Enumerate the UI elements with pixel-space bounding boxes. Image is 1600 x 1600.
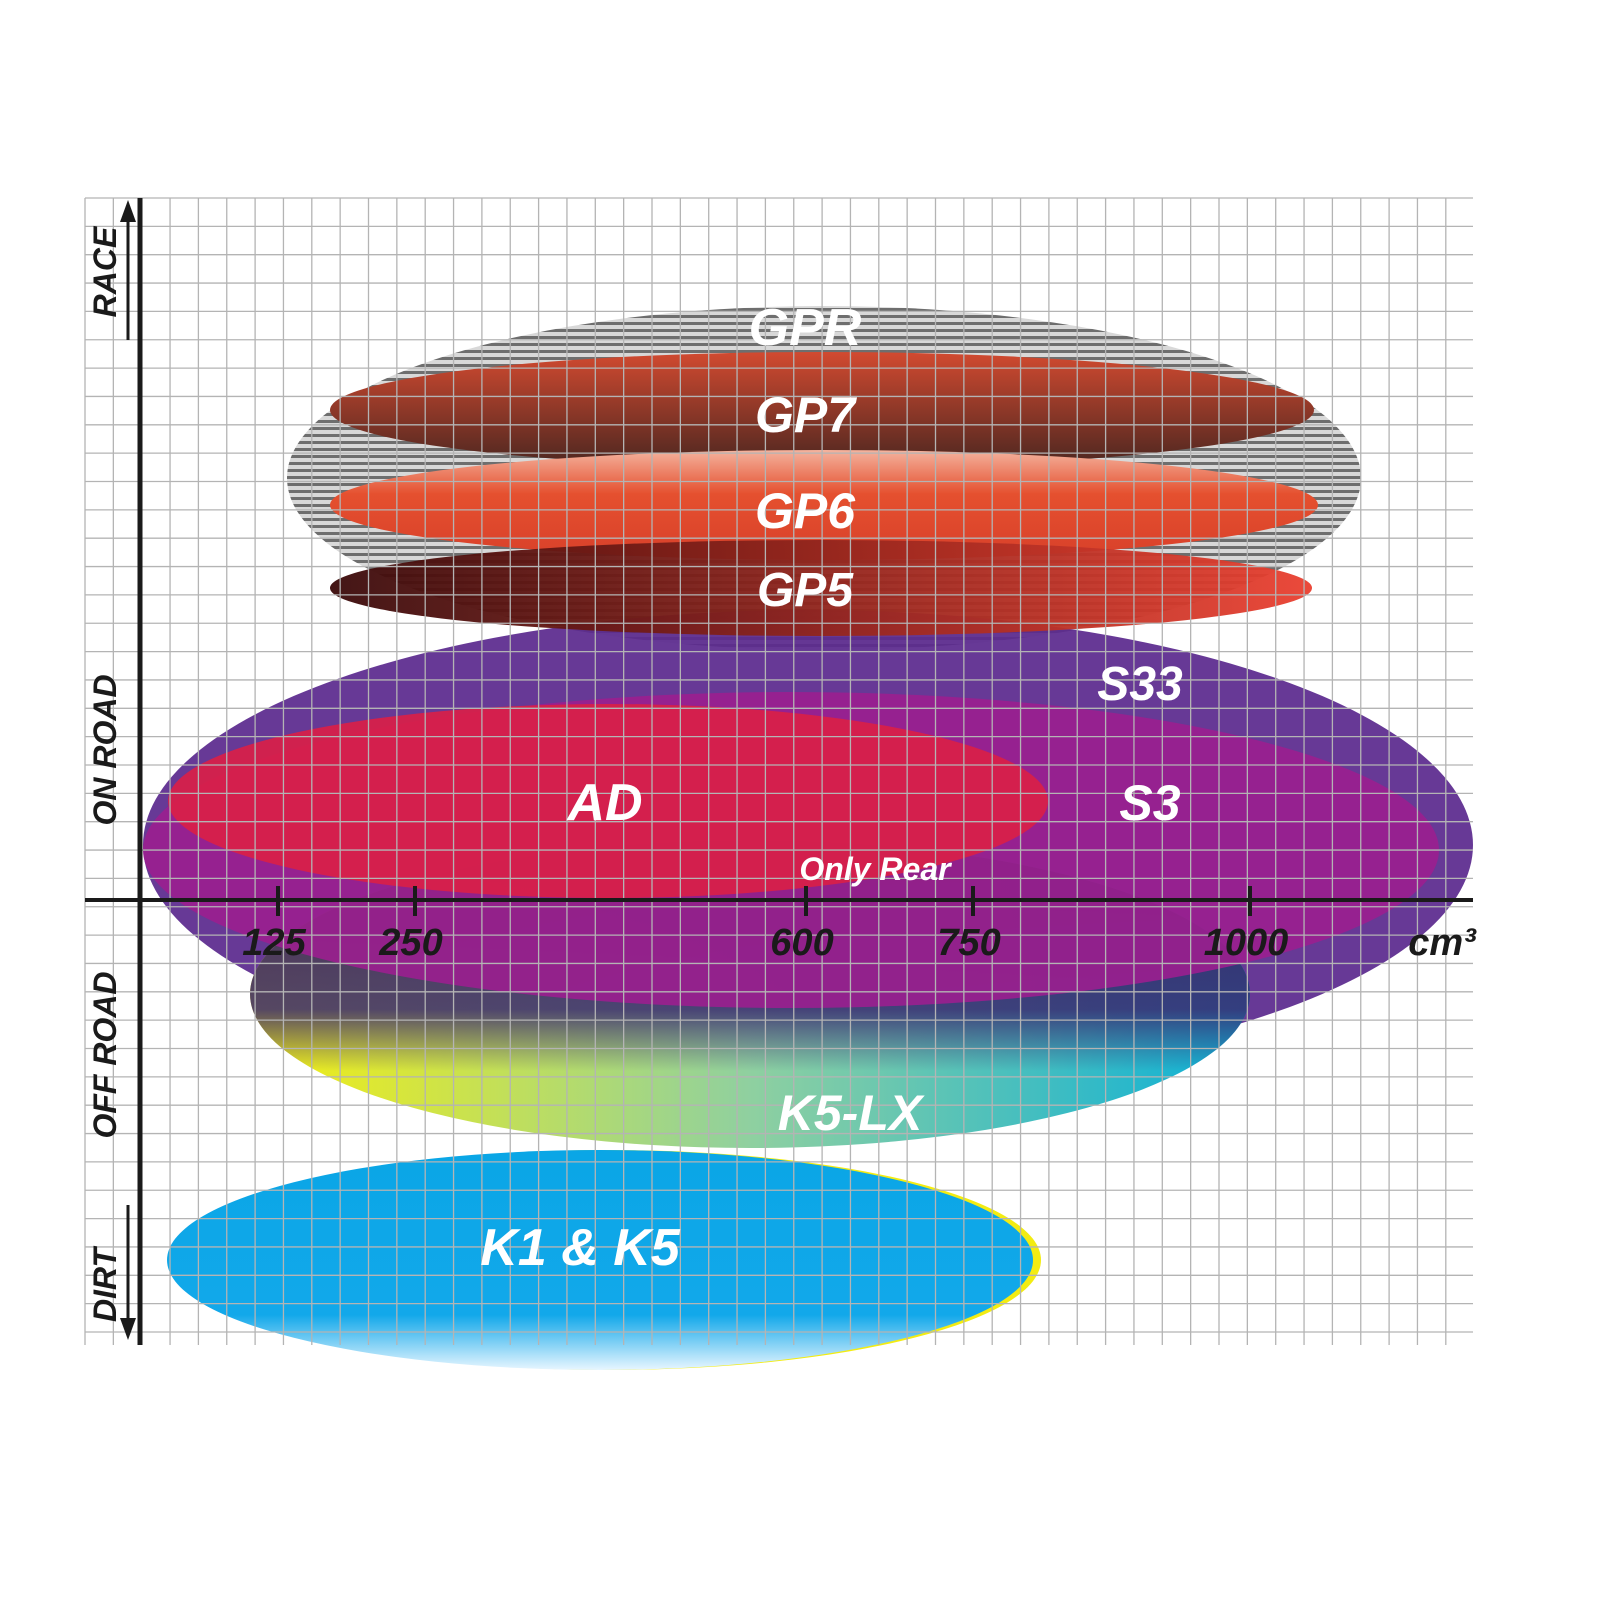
- label-s33: S33: [1097, 658, 1183, 711]
- x-tick-label: 750: [937, 922, 1000, 964]
- label-gpr: GPR: [749, 299, 862, 357]
- label-gp6: GP6: [755, 483, 856, 539]
- arrow-up-icon: [120, 200, 136, 222]
- label-gp5: GP5: [757, 564, 854, 617]
- x-tick-label: 600: [770, 922, 833, 964]
- x-tick-label: 1000: [1204, 922, 1289, 964]
- grid: [84, 197, 1473, 1345]
- ellipse-gp5: [330, 540, 1312, 636]
- label-k1-k5: K1 & K5: [480, 1219, 680, 1277]
- label-s3: S3: [1119, 775, 1180, 831]
- x-tick-label: 125: [242, 922, 306, 964]
- x-tick-label: 250: [378, 922, 442, 964]
- x-axis-unit: cm³: [1408, 922, 1477, 964]
- label-ad: AD: [565, 774, 642, 832]
- arrow-down-icon: [120, 1318, 136, 1340]
- ellipse-k1-k5: [167, 1150, 1033, 1370]
- label-k5-lx: K5-LX: [778, 1085, 925, 1141]
- y-label-dirt: DIRT: [87, 1246, 123, 1323]
- y-label-off-road: OFF ROAD: [87, 971, 123, 1138]
- y-label-on-road: ON ROAD: [87, 674, 123, 825]
- label-only-rear: Only Rear: [799, 851, 952, 887]
- label-gp7: GP7: [755, 387, 857, 443]
- y-label-race: RACE: [87, 225, 123, 317]
- ellipse-gp6: [330, 450, 1318, 560]
